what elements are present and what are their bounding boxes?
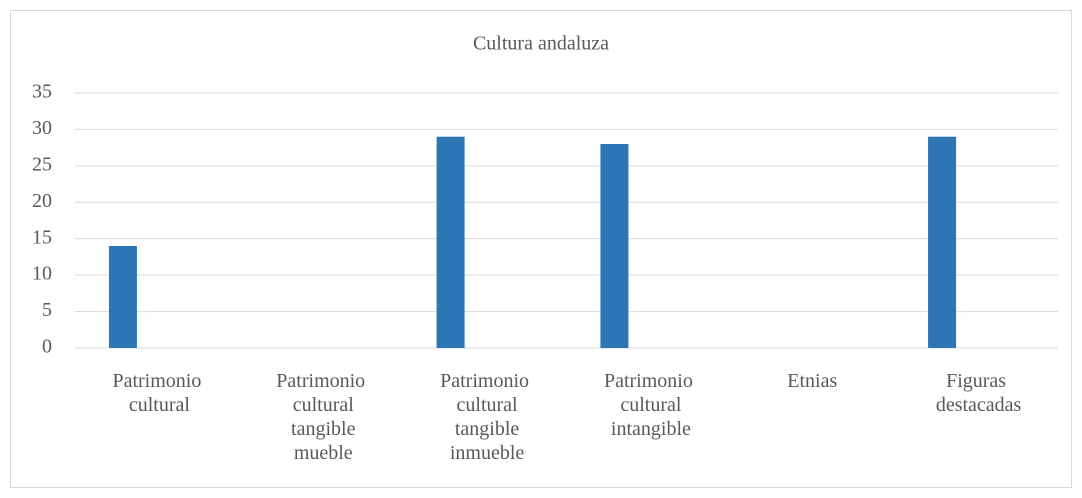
- bar: [928, 136, 957, 348]
- chart-border: [10, 10, 1072, 488]
- x-tick-label: Patrimonio cultural: [112, 370, 201, 416]
- y-tick-label: 20: [32, 190, 52, 212]
- bar: [436, 136, 465, 348]
- y-tick-label: 0: [42, 336, 52, 358]
- bar: [108, 246, 137, 348]
- y-tick-label: 10: [32, 263, 52, 285]
- x-tick-label: Figuras destacadas: [931, 370, 1022, 416]
- y-tick-label: 15: [32, 226, 52, 248]
- y-tick-label: 35: [32, 81, 52, 103]
- y-tick-label: 5: [42, 299, 52, 321]
- x-tick-label: Etnias: [787, 370, 837, 392]
- y-tick-label: 25: [32, 153, 52, 175]
- x-tick-label: Patrimonio cultural tangible mueble: [276, 370, 365, 464]
- y-tick-label: 30: [32, 117, 52, 139]
- chart-title: Cultura andaluza: [473, 33, 609, 55]
- x-tick-label: Patrimonio cultural intangible: [604, 370, 693, 440]
- bar: [600, 144, 629, 348]
- x-tick-label: Patrimonio cultural tangible inmueble: [440, 370, 529, 464]
